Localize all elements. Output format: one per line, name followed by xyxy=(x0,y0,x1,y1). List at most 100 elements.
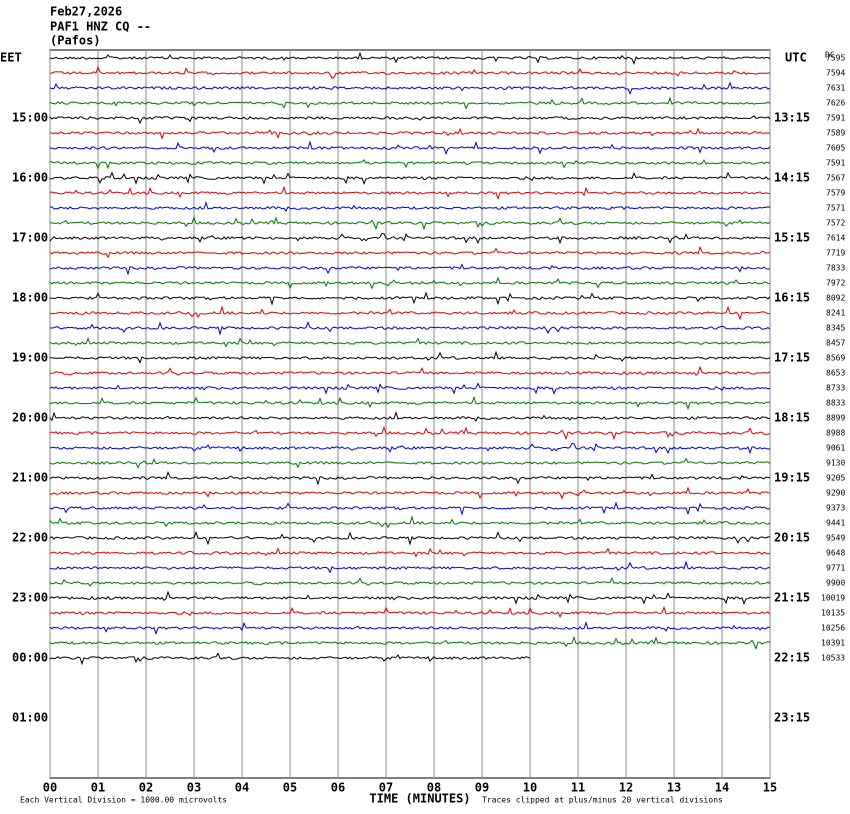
trace xyxy=(49,65,771,79)
right-time-label: 15:15 xyxy=(774,231,810,245)
dc-value: 10019 xyxy=(821,594,845,603)
x-tick-label: 08 xyxy=(427,781,441,795)
x-tick-label: 04 xyxy=(235,781,249,795)
trace xyxy=(49,457,771,469)
dc-value: 9205 xyxy=(826,474,845,483)
trace xyxy=(49,652,531,666)
x-tick-label: 01 xyxy=(91,781,105,795)
dc-value: 8345 xyxy=(826,324,845,333)
x-tick-label: 11 xyxy=(571,781,585,795)
left-time-label: 01:00 xyxy=(12,711,48,725)
footer-right: Traces clipped at plus/minus 20 vertical… xyxy=(482,796,723,805)
dc-value: 8457 xyxy=(826,339,845,348)
right-time-label: 23:15 xyxy=(774,711,810,725)
dc-value: 7719 xyxy=(826,249,845,258)
trace xyxy=(49,515,771,529)
left-time-label: 20:00 xyxy=(12,411,48,425)
dc-value: 9130 xyxy=(826,459,845,468)
dc-value: 9549 xyxy=(826,534,845,543)
trace xyxy=(49,547,771,558)
dc-value: 9771 xyxy=(826,564,845,573)
dc-value: 9900 xyxy=(826,579,845,588)
dc-value: 7833 xyxy=(826,264,845,273)
left-time-label: 19:00 xyxy=(12,351,48,365)
x-axis-label: TIME (MINUTES) xyxy=(369,792,470,806)
trace xyxy=(49,365,771,377)
trace xyxy=(49,232,771,245)
dc-value: 9648 xyxy=(826,549,845,558)
trace xyxy=(49,620,771,636)
dc-value: 7972 xyxy=(826,279,845,288)
trace xyxy=(49,200,771,212)
left-time-label: 16:00 xyxy=(12,171,48,185)
trace xyxy=(49,442,771,455)
dc-value: 7631 xyxy=(826,84,845,93)
left-time-label: 23:00 xyxy=(12,591,48,605)
right-time-label: 21:15 xyxy=(774,591,810,605)
date: Feb27,2026 xyxy=(50,5,122,19)
left-time-label: 22:00 xyxy=(12,531,48,545)
trace xyxy=(49,486,771,500)
trace xyxy=(49,114,771,125)
left-time-label: 15:00 xyxy=(12,111,48,125)
trace xyxy=(50,350,771,364)
trace xyxy=(49,276,771,290)
footer-left: Each Vertical Division = 1000.00 microvo… xyxy=(20,796,227,805)
dc-value: 8899 xyxy=(826,414,845,423)
right-time-label: 14:15 xyxy=(774,171,810,185)
trace xyxy=(49,501,771,516)
trace xyxy=(49,263,771,276)
dc-value: 10135 xyxy=(821,609,845,618)
place: (Pafos) xyxy=(50,34,101,48)
x-tick-label: 03 xyxy=(187,781,201,795)
left-time-label: 17:00 xyxy=(12,231,48,245)
right-time-label: 20:15 xyxy=(774,531,810,545)
right-time-label: 18:15 xyxy=(774,411,810,425)
right-time-label: 17:15 xyxy=(774,351,810,365)
trace xyxy=(49,81,771,96)
trace xyxy=(49,395,770,411)
dc-value: 10533 xyxy=(821,654,845,663)
left-time-label: EET xyxy=(0,51,22,65)
dc-value: 9373 xyxy=(826,504,845,513)
dc-value: 9061 xyxy=(826,444,845,453)
trace xyxy=(49,215,771,231)
trace xyxy=(49,530,770,546)
x-tick-label: 00 xyxy=(43,781,57,795)
dc-value: 8733 xyxy=(826,384,845,393)
station: PAF1 HNZ CQ -- xyxy=(50,20,151,34)
dc-value: 7589 xyxy=(826,129,845,138)
trace xyxy=(49,382,771,395)
dc-value: 7594 xyxy=(826,69,845,78)
trace xyxy=(49,171,771,185)
dc-value: 8833 xyxy=(826,399,845,408)
dc-value: 7605 xyxy=(826,144,845,153)
dc-value: 8653 xyxy=(826,369,845,378)
dc-value: 9441 xyxy=(826,519,845,528)
trace xyxy=(49,245,771,259)
x-tick-label: 05 xyxy=(283,781,297,795)
trace xyxy=(49,321,771,336)
trace xyxy=(49,158,771,170)
right-time-label: 16:15 xyxy=(774,291,810,305)
dc-value: 7614 xyxy=(826,234,845,243)
right-time-label: 22:15 xyxy=(774,651,810,665)
trace xyxy=(49,140,771,156)
dc-value: 10256 xyxy=(821,624,845,633)
x-tick-label: 07 xyxy=(379,781,393,795)
dc-value: 7595 xyxy=(826,54,845,63)
dc-value: 8241 xyxy=(826,309,845,318)
x-tick-label: 14 xyxy=(715,781,729,795)
x-tick-label: 06 xyxy=(331,781,345,795)
dc-value: 10391 xyxy=(821,639,845,648)
dc-label: DC xyxy=(825,51,835,60)
dc-value: 8569 xyxy=(826,354,845,363)
trace xyxy=(49,560,771,574)
trace xyxy=(49,305,771,321)
dc-value: 9290 xyxy=(826,489,845,498)
dc-value: 8092 xyxy=(826,294,845,303)
trace xyxy=(49,51,771,65)
dc-value: 7567 xyxy=(826,174,845,183)
trace xyxy=(49,337,771,348)
